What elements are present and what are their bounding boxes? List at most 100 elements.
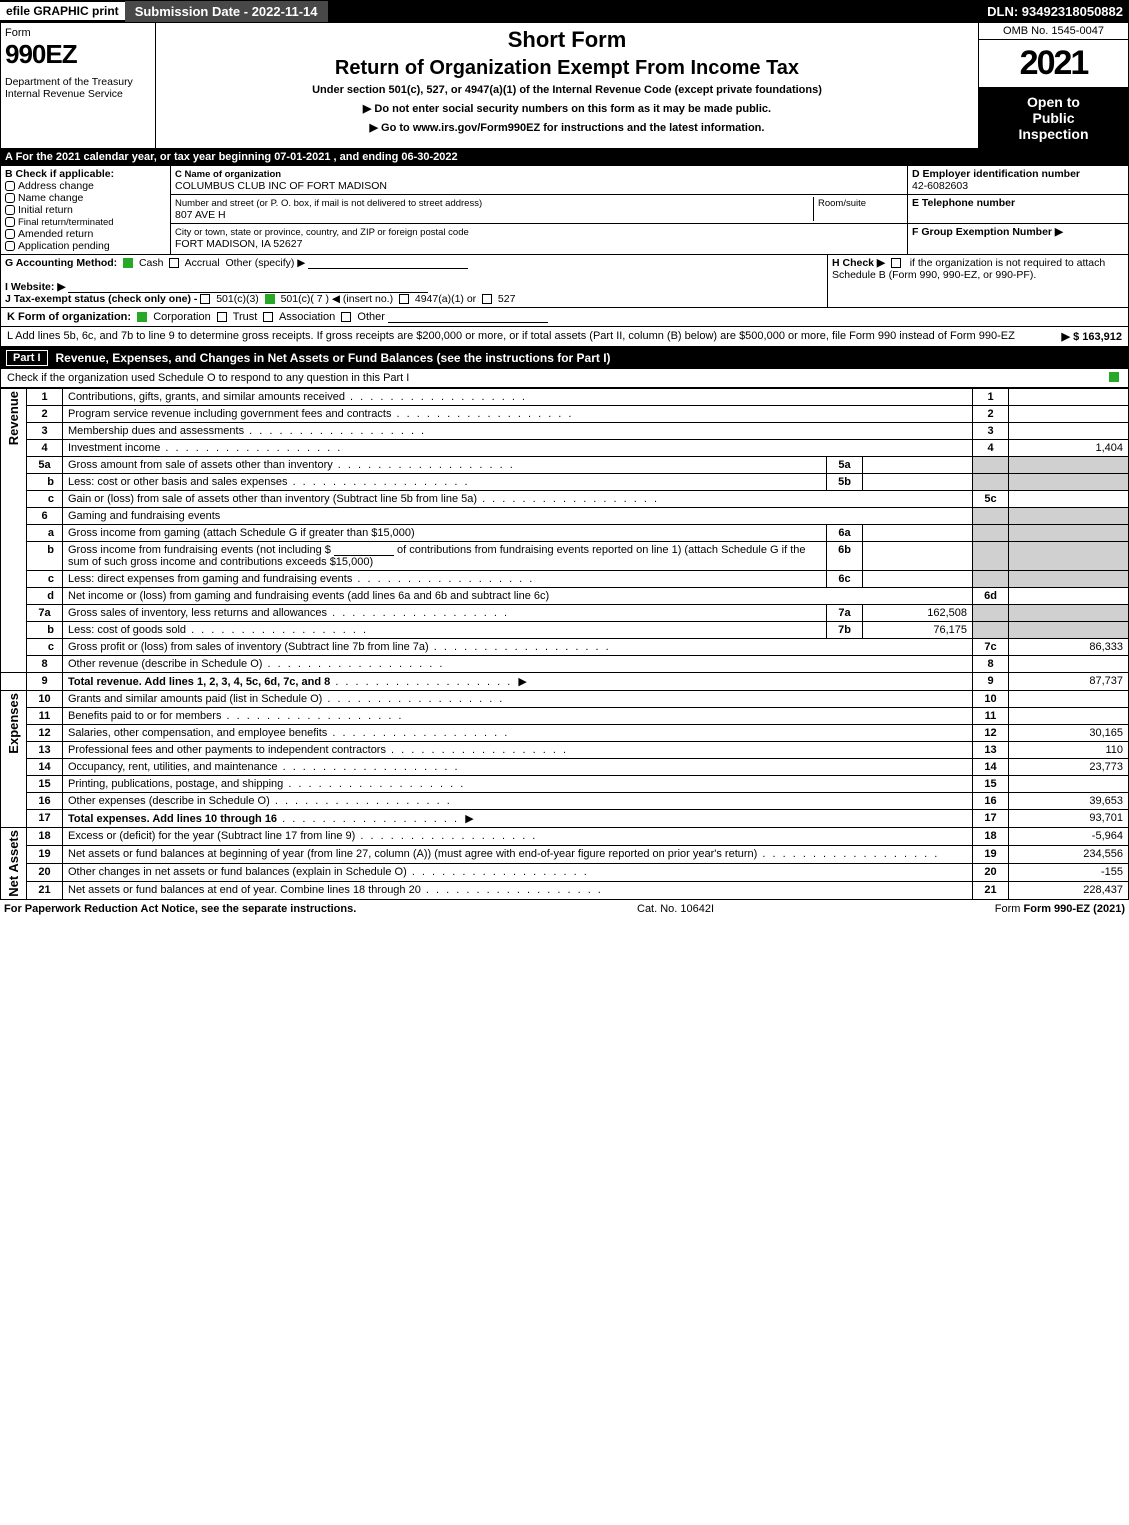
chk-4947[interactable]	[399, 294, 409, 304]
row20-num: 20	[27, 863, 63, 881]
row7b-shade2	[1009, 622, 1129, 639]
row5b-desc: Less: cost or other basis and sales expe…	[68, 476, 470, 488]
page-footer: For Paperwork Reduction Act Notice, see …	[0, 900, 1129, 918]
chk-corporation[interactable]	[137, 312, 147, 322]
row21-amt: 228,437	[1009, 881, 1129, 899]
row6b-shade2	[1009, 542, 1129, 571]
row5b-miniv	[863, 474, 973, 491]
col-c: C Name of organization COLUMBUS CLUB INC…	[171, 166, 908, 254]
row10-desc: Grants and similar amounts paid (list in…	[68, 693, 504, 705]
f-label: F Group Exemption Number ▶	[912, 226, 1063, 238]
row6d-lineno: 6d	[973, 588, 1009, 605]
part1-label: Part I	[6, 350, 48, 366]
row13-desc: Professional fees and other payments to …	[68, 744, 568, 756]
chk-name-change[interactable]	[5, 193, 15, 203]
row4-lineno: 4	[973, 440, 1009, 457]
chk-final-return[interactable]	[5, 217, 15, 227]
row7c-num: c	[27, 639, 63, 656]
room-suite-label: Room/suite	[818, 198, 866, 209]
row17-lineno: 17	[973, 810, 1009, 828]
part1-title: Revenue, Expenses, and Changes in Net As…	[56, 351, 611, 365]
row9-lineno: 9	[973, 673, 1009, 691]
other-org-input[interactable]	[388, 311, 548, 323]
opt-501c3: 501(c)(3)	[216, 293, 259, 305]
l-amount: ▶ $ 163,912	[1052, 330, 1122, 343]
header-right: OMB No. 1545-0047 2021 Open to Public In…	[978, 23, 1128, 148]
chk-schedule-o[interactable]	[1109, 372, 1119, 382]
row-gh: G Accounting Method: Cash Accrual Other …	[0, 255, 1129, 308]
row16-amt: 39,653	[1009, 793, 1129, 810]
goto-link[interactable]: ▶ Go to www.irs.gov/Form990EZ for instru…	[162, 121, 972, 134]
row19-lineno: 19	[973, 845, 1009, 863]
website-input[interactable]	[68, 281, 428, 293]
row6c-shade1	[973, 571, 1009, 588]
row13-num: 13	[27, 742, 63, 759]
row5c-amt	[1009, 491, 1129, 508]
chk-amended-return[interactable]	[5, 229, 15, 239]
footer-right-text: Form 990-EZ (2021)	[1024, 903, 1125, 915]
row5c-desc: Gain or (loss) from sale of assets other…	[68, 493, 659, 505]
row6b-num: b	[27, 542, 63, 571]
row5a-desc: Gross amount from sale of assets other t…	[68, 459, 515, 471]
row11-amt	[1009, 708, 1129, 725]
row2-lineno: 2	[973, 406, 1009, 423]
line-k: K Form of organization: Corporation Trus…	[0, 308, 1129, 327]
chk-accrual[interactable]	[169, 258, 179, 268]
row18-amt: -5,964	[1009, 828, 1129, 846]
chk-cash[interactable]	[123, 258, 133, 268]
h-label: H Check ▶	[832, 257, 885, 269]
row6b-blank[interactable]	[334, 544, 394, 556]
open-line1: Open to	[1027, 94, 1080, 110]
chk-initial-return[interactable]	[5, 205, 15, 215]
chk-association[interactable]	[263, 312, 273, 322]
opt-other-org: Other	[357, 311, 385, 323]
row12-amt: 30,165	[1009, 725, 1129, 742]
row6c-miniv	[863, 571, 973, 588]
row19-amt: 234,556	[1009, 845, 1129, 863]
k-label: K Form of organization:	[7, 311, 131, 323]
chk-other-org[interactable]	[341, 312, 351, 322]
col-g: G Accounting Method: Cash Accrual Other …	[1, 255, 828, 307]
row9-amt: 87,737	[1009, 673, 1129, 691]
row6b-miniv	[863, 542, 973, 571]
vlabel-netassets: Net Assets	[1, 828, 27, 900]
row6-shade2	[1009, 508, 1129, 525]
row6d-desc: Net income or (loss) from gaming and fun…	[63, 588, 973, 605]
row6b-desc: Gross income from fundraising events (no…	[63, 542, 827, 571]
row21-desc: Net assets or fund balances at end of ye…	[68, 884, 603, 896]
org-city: FORT MADISON, IA 52627	[175, 238, 302, 250]
goto-text[interactable]: ▶ Go to www.irs.gov/Form990EZ for instru…	[370, 122, 765, 134]
efile-label[interactable]: efile GRAPHIC print	[0, 2, 125, 20]
row1-lineno: 1	[973, 389, 1009, 406]
form-label: Form	[5, 27, 151, 39]
row4-num: 4	[27, 440, 63, 457]
chk-address-change[interactable]	[5, 181, 15, 191]
row7b-num: b	[27, 622, 63, 639]
chk-527[interactable]	[482, 294, 492, 304]
other-method-input[interactable]	[308, 257, 468, 269]
row15-lineno: 15	[973, 776, 1009, 793]
row15-desc: Printing, publications, postage, and shi…	[68, 778, 465, 790]
row7a-miniv: 162,508	[863, 605, 973, 622]
footer-center: Cat. No. 10642I	[637, 903, 714, 915]
footer-right: Form Form 990-EZ (2021)	[995, 903, 1125, 915]
row1-num: 1	[27, 389, 63, 406]
chk-501c[interactable]	[265, 294, 275, 304]
chk-trust[interactable]	[217, 312, 227, 322]
row14-num: 14	[27, 759, 63, 776]
opt-trust: Trust	[233, 311, 258, 323]
row8-lineno: 8	[973, 656, 1009, 673]
chk-application-pending[interactable]	[5, 241, 15, 251]
row11-num: 11	[27, 708, 63, 725]
row5a-mini: 5a	[827, 457, 863, 474]
chk-501c3[interactable]	[200, 294, 210, 304]
no-ssn-note: ▶ Do not enter social security numbers o…	[162, 102, 972, 115]
opt-other-method: Other (specify) ▶	[226, 257, 306, 269]
row10-amt	[1009, 691, 1129, 708]
chk-schedule-b[interactable]	[891, 258, 901, 268]
row6a-shade1	[973, 525, 1009, 542]
omb-number: OMB No. 1545-0047	[979, 23, 1128, 40]
e-label: E Telephone number	[912, 197, 1015, 209]
l-text: L Add lines 5b, 6c, and 7b to line 9 to …	[7, 330, 1052, 343]
row19-desc: Net assets or fund balances at beginning…	[68, 848, 939, 860]
